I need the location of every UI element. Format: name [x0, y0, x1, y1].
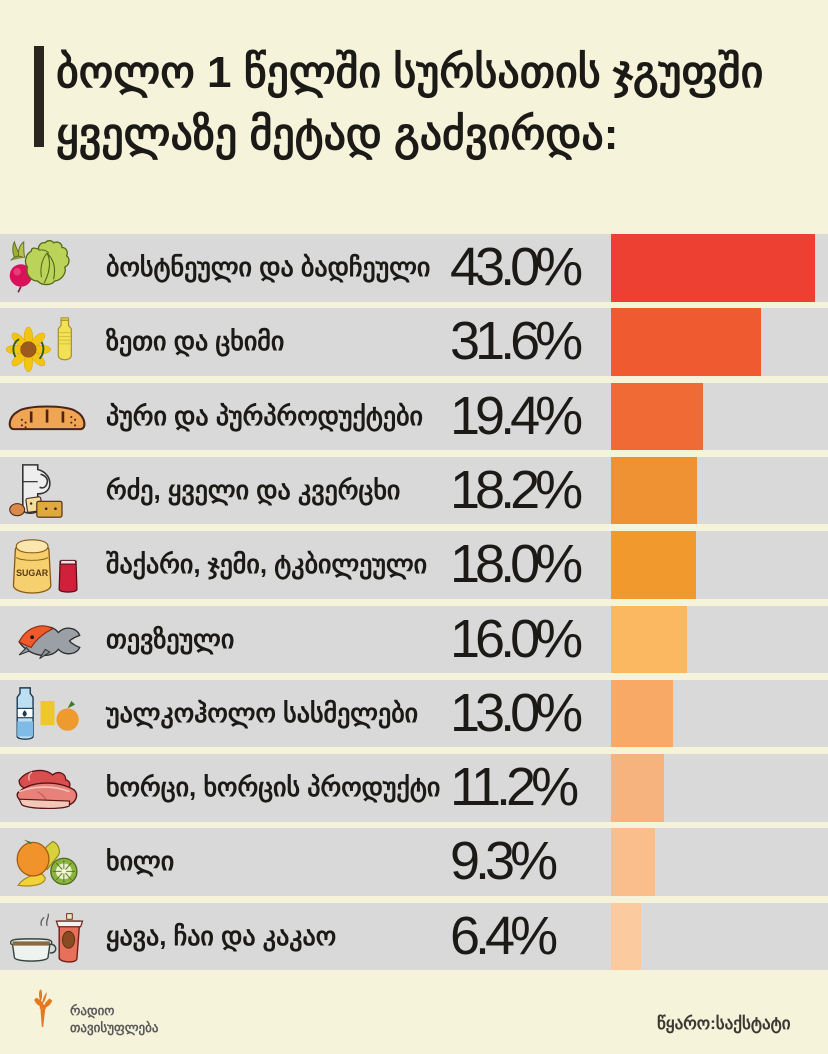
svg-text:SUGAR: SUGAR: [16, 568, 49, 578]
